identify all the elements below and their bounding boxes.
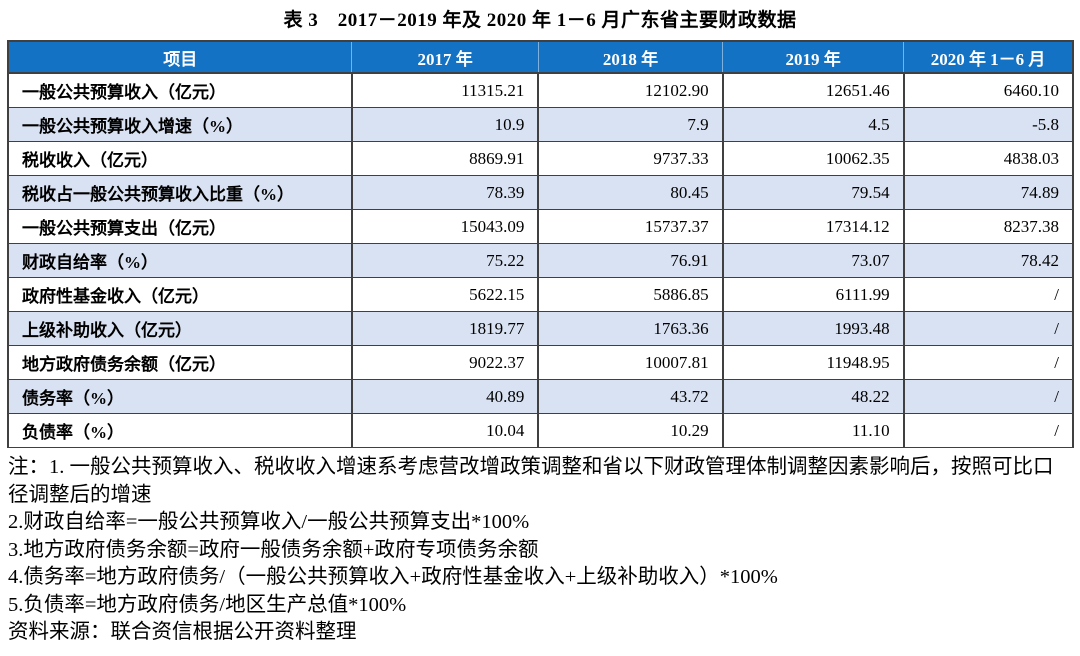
column-header-2020-h1: 2020 年 1－6 月 [903, 40, 1075, 74]
cell-value: 6460.10 [902, 72, 1075, 108]
row-label: 一般公共预算支出（亿元） [7, 209, 353, 244]
cell-value: / [902, 345, 1075, 380]
cell-value: 8869.91 [350, 141, 540, 176]
table-body: 一般公共预算收入（亿元） 11315.21 12102.90 12651.46 6460… [7, 72, 1075, 448]
table-row: 负债率（%） 10.04 10.29 11.10/ [7, 413, 1075, 448]
cell-value: 1993.48 [721, 311, 905, 346]
note-line: 3.地方政府债务余额=政府一般债务余额+政府专项债务余额 [8, 538, 539, 561]
cell-value: 10007.81 [537, 345, 724, 380]
cell-value: 40.89 [350, 379, 540, 414]
table-row: 一般公共预算收入（亿元） 11315.21 12102.90 12651.46 6460… [7, 72, 1075, 108]
table-row: 一般公共预算收入增速（%） 10.9 7.9 4.5 -5.8 [7, 107, 1075, 142]
table-row: 税收收入（亿元） 8869.91 9737.33 10062.35 4838.03 [7, 141, 1075, 176]
row-label: 税收占一般公共预算收入比重（%） [7, 175, 353, 210]
note-line: 2.财政自给率=一般公共预算收入/一般公共预算支出*100% [8, 511, 530, 533]
cell-value: 10.9 [350, 107, 540, 142]
cell-value: 8237.38 [902, 209, 1075, 244]
table-row: 政府性基金收入（亿元） 5622.15 5886.85 6111.99/ [7, 277, 1075, 312]
cell-value: 78.39 [350, 175, 540, 210]
row-label: 一般公共预算收入（亿元） [7, 72, 353, 108]
column-header-2017: 2017 年 [351, 40, 539, 74]
cell-value: 75.22 [350, 243, 540, 278]
cell-value: 5622.15 [350, 277, 540, 312]
row-label: 上级补助收入（亿元） [7, 311, 353, 346]
cell-value: 12651.46 [721, 72, 905, 108]
table-row: 地方政府债务余额（亿元） 9022.37 10007.81 11948.95/ [7, 345, 1075, 380]
cell-value: 74.89 [902, 175, 1075, 210]
fiscal-data-table: 项目 2017 年 2018 年 2019 年 2020 年 1－6 月 一般公… [7, 40, 1075, 448]
column-header-2019: 2019 年 [722, 40, 904, 74]
cell-value: 10.29 [537, 413, 724, 448]
cell-value: 43.72 [537, 379, 724, 414]
cell-value: 76.91 [537, 243, 724, 278]
row-label: 地方政府债务余额（亿元） [7, 345, 353, 380]
cell-value: 4838.03 [902, 141, 1075, 176]
table-row: 一般公共预算支出（亿元） 15043.09 15737.37 17314.12 8237… [7, 209, 1075, 244]
note-line: 4.债务率=地方政府债务/（一般公共预算收入+政府性基金收入+上级补助收入）*1… [8, 566, 778, 588]
cell-value: / [902, 379, 1075, 414]
table-row: 财政自给率（%） 75.22 76.91 73.07 78.42 [7, 243, 1075, 278]
cell-value: 10.04 [350, 413, 540, 448]
cell-value: / [902, 413, 1075, 448]
footnotes: 注：1. 一般公共预算收入、税收收入增速系考虑营改增政策调整和省以下财政管理体制… [8, 454, 1056, 647]
cell-value: 5886.85 [537, 277, 724, 312]
table-row: 债务率（%） 40.89 43.72 48.22/ [7, 379, 1075, 414]
row-label: 负债率（%） [7, 413, 353, 448]
cell-value: 6111.99 [721, 277, 905, 312]
cell-value: 10062.35 [721, 141, 905, 176]
source-line: 资料来源：联合资信根据公开资料整理 [8, 621, 357, 643]
cell-value: 1763.36 [537, 311, 724, 346]
cell-value: 79.54 [721, 175, 905, 210]
cell-value: 48.22 [721, 379, 905, 414]
row-label: 税收收入（亿元） [7, 141, 353, 176]
table-header: 项目 2017 年 2018 年 2019 年 2020 年 1－6 月 [7, 40, 1075, 74]
cell-value: 11315.21 [350, 72, 540, 108]
cell-value: 1819.77 [350, 311, 540, 346]
cell-value: 9022.37 [350, 345, 540, 380]
cell-value: 15737.37 [537, 209, 724, 244]
row-label: 一般公共预算收入增速（%） [7, 107, 353, 142]
cell-value: 4.5 [721, 107, 905, 142]
cell-value: 11.10 [721, 413, 905, 448]
cell-value: 7.9 [537, 107, 724, 142]
row-label: 债务率（%） [7, 379, 353, 414]
column-header-item: 项目 [7, 40, 352, 74]
cell-value: 17314.12 [721, 209, 905, 244]
cell-value: 73.07 [721, 243, 905, 278]
column-header-2018: 2018 年 [537, 40, 723, 74]
row-label: 政府性基金收入（亿元） [7, 277, 353, 312]
table-row: 上级补助收入（亿元） 1819.77 1763.36 1993.48/ [7, 311, 1075, 346]
table-row: 税收占一般公共预算收入比重（%） 78.39 80.45 79.54 74.89 [7, 175, 1075, 210]
table-title: 表 3 2017－2019 年及 2020 年 1－6 月广东省主要财政数据 [283, 10, 797, 31]
cell-value: / [902, 311, 1075, 346]
cell-value: 80.45 [537, 175, 724, 210]
cell-value: 78.42 [902, 243, 1075, 278]
cell-value: 15043.09 [350, 209, 540, 244]
note-line: 注：1. 一般公共预算收入、税收收入增速系考虑营改增政策调整和省以下财政管理体制… [8, 456, 1054, 506]
cell-value: / [902, 277, 1075, 312]
cell-value: 9737.33 [537, 141, 724, 176]
header-row: 项目 2017 年 2018 年 2019 年 2020 年 1－6 月 [7, 40, 1075, 74]
note-line: 5.负债率=地方政府债务/地区生产总值*100% [8, 593, 407, 616]
cell-value: 11948.95 [721, 345, 905, 380]
cell-value: -5.8 [902, 107, 1075, 142]
row-label: 财政自给率（%） [7, 243, 353, 278]
cell-value: 12102.90 [537, 72, 724, 108]
